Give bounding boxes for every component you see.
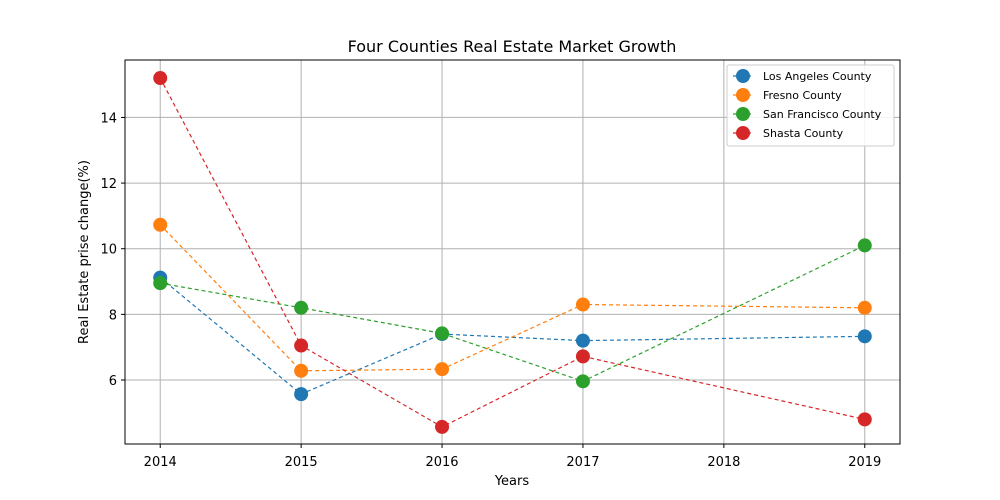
- data-point: [575, 349, 590, 364]
- data-point: [435, 326, 450, 341]
- data-point: [857, 412, 872, 427]
- x-tick-label: 2019: [848, 455, 881, 470]
- series-group: [153, 71, 872, 434]
- data-point: [575, 333, 590, 348]
- legend-marker: [736, 88, 750, 102]
- y-axis-label: Real Estate prise change(%): [77, 160, 92, 344]
- legend-marker: [736, 126, 750, 140]
- plot-frame: [124, 59, 901, 445]
- data-point: [294, 387, 309, 402]
- legend-marker: [736, 107, 750, 121]
- data-point: [294, 300, 309, 315]
- data-point: [153, 71, 168, 86]
- series-line: [160, 244, 866, 382]
- y-tick-label: 12: [100, 177, 117, 192]
- legend-marker: [736, 69, 750, 83]
- x-axis-label: Years: [494, 474, 530, 489]
- legend-box: [726, 64, 895, 147]
- data-point: [153, 276, 168, 291]
- data-point: [857, 329, 872, 344]
- y-tick-label: 6: [109, 374, 117, 389]
- data-point: [435, 362, 450, 377]
- legend-label: San Francisco County: [763, 108, 882, 121]
- data-point: [294, 338, 309, 353]
- data-point: [575, 374, 590, 389]
- legend-label: Fresno County: [763, 89, 842, 102]
- y-tick-label: 14: [100, 111, 117, 126]
- legend-label: Los Angeles County: [763, 70, 872, 83]
- data-point: [153, 217, 168, 232]
- data-point: [857, 300, 872, 315]
- series-san-francisco-county: [153, 238, 872, 389]
- y-tick-label: 10: [100, 243, 117, 258]
- series-fresno-county: [153, 217, 872, 378]
- x-tick-label: 2018: [707, 455, 740, 470]
- legend-label: Shasta County: [763, 127, 844, 140]
- chart-title: Four Counties Real Estate Market Growth: [348, 37, 677, 56]
- x-tick-label: 2017: [566, 455, 599, 470]
- series-shasta-county: [153, 71, 872, 434]
- x-tick-label: 2014: [144, 455, 177, 470]
- y-tick-label: 8: [109, 308, 117, 323]
- x-tick-label: 2015: [285, 455, 318, 470]
- data-point: [294, 363, 309, 378]
- x-tick-label: 2016: [425, 455, 458, 470]
- data-point: [575, 297, 590, 312]
- legend: Los Angeles County Fresno County San Franc…: [726, 64, 895, 147]
- axes: 2014 2015 2016 2017 2018 2019 6 8 10 12 14: [100, 111, 881, 470]
- data-point: [435, 419, 450, 434]
- data-point: [857, 238, 872, 253]
